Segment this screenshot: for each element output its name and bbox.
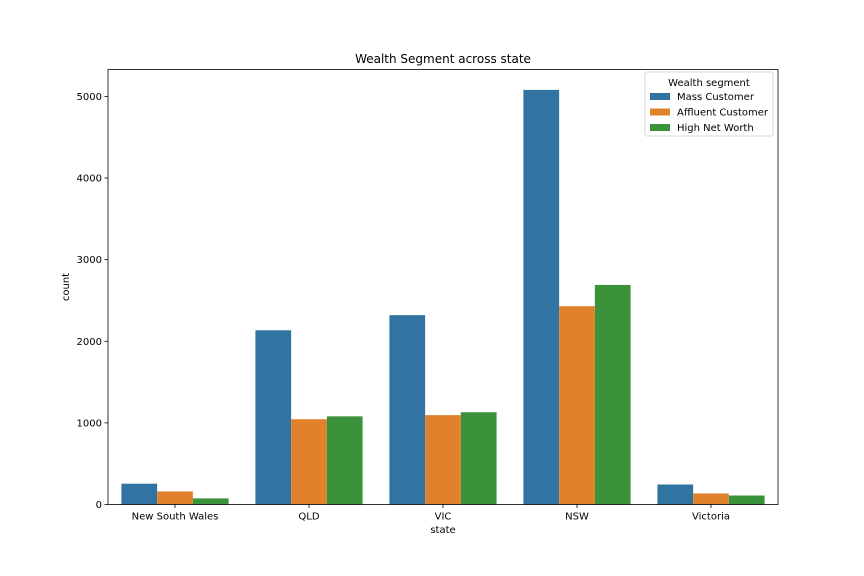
y-tick-label: 3000 xyxy=(77,255,102,266)
bar-nsw-mass-customer xyxy=(523,89,560,505)
legend-swatch xyxy=(650,124,670,131)
legend: Wealth segment Mass Customer Affluent Cus… xyxy=(644,71,774,137)
x-axis: New South Wales QLD VIC NSW Victoria xyxy=(132,504,730,523)
y-tick-label: 2000 xyxy=(77,337,102,348)
legend-title: Wealth segment xyxy=(668,78,750,89)
x-tick-label: QLD xyxy=(298,512,319,523)
y-axis: 0 1000 2000 3000 4000 5000 xyxy=(77,92,108,511)
bar-nsw-affluent-customer xyxy=(559,306,595,505)
y-tick-label: 5000 xyxy=(77,92,102,103)
bar-qld-high-net-worth xyxy=(326,416,363,505)
bar-new-south-wales-affluent-customer xyxy=(157,491,193,505)
bar-new-south-wales-mass-customer xyxy=(121,483,158,505)
y-axis-label: count xyxy=(61,273,72,301)
legend-swatch xyxy=(650,93,670,100)
bar-vic-affluent-customer xyxy=(425,415,461,505)
legend-box xyxy=(644,71,774,137)
bar-victoria-high-net-worth xyxy=(728,495,765,505)
y-tick-label: 0 xyxy=(96,500,102,511)
y-tick-label: 4000 xyxy=(77,174,102,185)
bar-victoria-mass-customer xyxy=(657,484,694,505)
legend-entry: Affluent Customer xyxy=(677,108,769,119)
y-tick-label: 1000 xyxy=(77,418,102,429)
bar-nsw-high-net-worth xyxy=(594,284,631,505)
legend-entry: Mass Customer xyxy=(677,92,755,103)
legend-swatch xyxy=(650,108,670,116)
x-tick-label: NSW xyxy=(565,512,589,523)
bar-qld-affluent-customer xyxy=(291,419,327,505)
plot-area xyxy=(121,89,765,505)
chart-title: Wealth Segment across state xyxy=(355,52,531,66)
bar-new-south-wales-high-net-worth xyxy=(192,498,229,505)
x-tick-label: VIC xyxy=(435,512,452,523)
bar-qld-mass-customer xyxy=(255,330,292,505)
bar-victoria-affluent-customer xyxy=(693,493,729,505)
x-axis-label: state xyxy=(430,525,455,536)
x-tick-label: New South Wales xyxy=(132,512,219,523)
x-tick-label: Victoria xyxy=(692,512,730,523)
legend-entry: High Net Worth xyxy=(677,123,754,134)
bar-vic-high-net-worth xyxy=(460,412,497,505)
bar-vic-mass-customer xyxy=(389,315,426,505)
